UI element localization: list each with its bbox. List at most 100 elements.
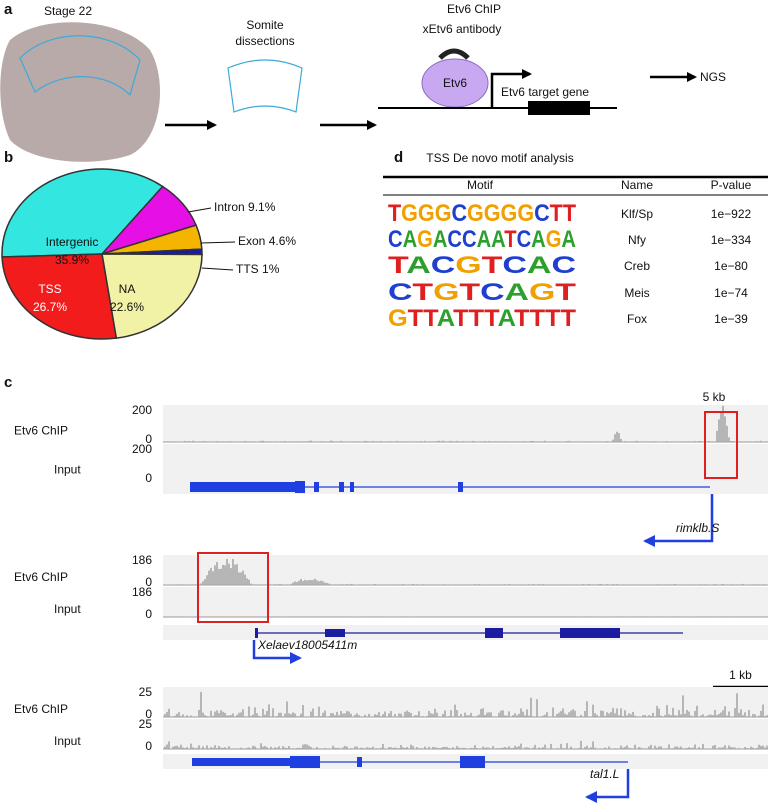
motif-pvalue: 1e−80: [714, 259, 748, 273]
track-min: 0: [145, 607, 152, 621]
exon: [560, 628, 620, 638]
gene-box: [528, 101, 590, 115]
signal: [164, 691, 768, 717]
tss-arrow: [643, 494, 714, 547]
track-name: Etv6 ChIP: [14, 570, 68, 584]
track-max: 200: [132, 442, 152, 456]
target-label: Etv6 target gene: [501, 85, 589, 99]
motif-name: Meis: [624, 286, 649, 300]
motif-logo: GTTATTTATTTT: [388, 305, 576, 332]
slice-label: TTS: [236, 262, 259, 276]
track-name: Input: [54, 734, 81, 748]
header: Motif: [467, 178, 494, 192]
track-min: 0: [145, 739, 152, 753]
motif-table: TGGGCGGGGCTT Klf/Sp 1e−922 CAGACCAATCAGA Nfy…: [388, 200, 752, 332]
scale-label: 5 kb: [703, 390, 726, 404]
tss-arrow: [490, 69, 532, 108]
track-max: 186: [132, 553, 152, 567]
leader-line: [201, 267, 234, 271]
slice-value: 35.9%: [55, 253, 89, 267]
tss-arrow: [585, 769, 630, 803]
signal: [190, 616, 762, 617]
exon: [192, 758, 292, 766]
panel-label: b: [4, 149, 13, 166]
exon: [357, 757, 362, 767]
pie-slice: [1, 168, 164, 258]
track-name: Etv6 ChIP: [14, 702, 68, 716]
motif-pvalue: 1e−334: [711, 233, 752, 247]
exon: [314, 482, 319, 492]
motif-logo: CAGACCAATCAGA: [388, 226, 576, 253]
track-min: 0: [145, 707, 152, 721]
header: P-value: [711, 178, 752, 192]
track-max: 25: [139, 685, 153, 699]
slice-label-group: TTS 1%: [236, 262, 280, 276]
track-name: Etv6 ChIP: [14, 424, 68, 438]
track-bg: [163, 587, 768, 617]
track-max: 200: [132, 403, 152, 417]
highlight-box: [704, 411, 738, 479]
motif-logo: TGGGCGGGGCTT: [388, 200, 576, 227]
factor-label: Etv6: [443, 76, 467, 90]
track-name: Input: [54, 463, 81, 477]
slice-label: Intergenic: [46, 235, 99, 249]
slice-label: TSS: [38, 282, 61, 296]
track-max: 186: [132, 585, 152, 599]
motif-pvalue: 1e−922: [711, 207, 752, 221]
motif-name: Fox: [627, 312, 647, 326]
slice-label-group: Intron 9.1%: [214, 200, 276, 214]
exon: [339, 482, 344, 492]
slice-label-group: Exon 4.6%: [238, 234, 296, 248]
signal: [166, 558, 768, 585]
track-bg: [163, 555, 768, 585]
exon: [460, 756, 485, 768]
pie-slice: [1, 253, 118, 340]
motif-name: Klf/Sp: [621, 207, 653, 221]
motif-name: Creb: [624, 259, 650, 273]
panel-label: d: [394, 149, 403, 166]
embryo: [0, 22, 161, 162]
scale-label: 1 kb: [729, 668, 752, 682]
gene-name: rimklb.S: [676, 521, 719, 535]
pie-chart: Intergenic 35.9% Intron 9.1% Exon 4.6% TTS 1…: [1, 168, 296, 340]
signal: [164, 740, 768, 749]
somites: [227, 59, 303, 113]
slice-label: NA: [119, 282, 136, 296]
stage-label: Stage 22: [44, 4, 92, 18]
slice-label: Intron: [214, 200, 245, 214]
leader-line: [200, 241, 236, 244]
exon: [350, 482, 354, 492]
slice-value: 4.6%: [269, 234, 297, 248]
panel-label: a: [4, 1, 13, 18]
exon: [485, 628, 503, 638]
gene-name: Xelaev18005411m: [257, 638, 357, 652]
exon: [290, 756, 320, 768]
exon: [458, 482, 463, 492]
panel-label: c: [4, 374, 12, 391]
track-bg: [163, 405, 768, 442]
track-bg: [163, 444, 768, 481]
slice-value: 26.7%: [33, 300, 67, 314]
signal: [168, 405, 764, 442]
tss-arrow: [252, 640, 302, 664]
track-min: 0: [145, 575, 152, 589]
slice-value: 1%: [262, 262, 280, 276]
motif-pvalue: 1e−74: [714, 286, 748, 300]
slice-label: Exon: [238, 234, 265, 248]
exon: [190, 482, 300, 492]
dissection-label: dissections: [235, 34, 294, 48]
slice-value: 9.1%: [248, 200, 276, 214]
antibody: [438, 48, 470, 60]
track-bg: [163, 719, 768, 749]
header: Name: [621, 178, 653, 192]
exon: [255, 628, 258, 638]
track-name: Input: [54, 602, 81, 616]
slice-value: 22.6%: [110, 300, 144, 314]
track-min: 0: [145, 471, 152, 485]
motif-name: Nfy: [628, 233, 646, 247]
track-max: 25: [139, 717, 153, 731]
